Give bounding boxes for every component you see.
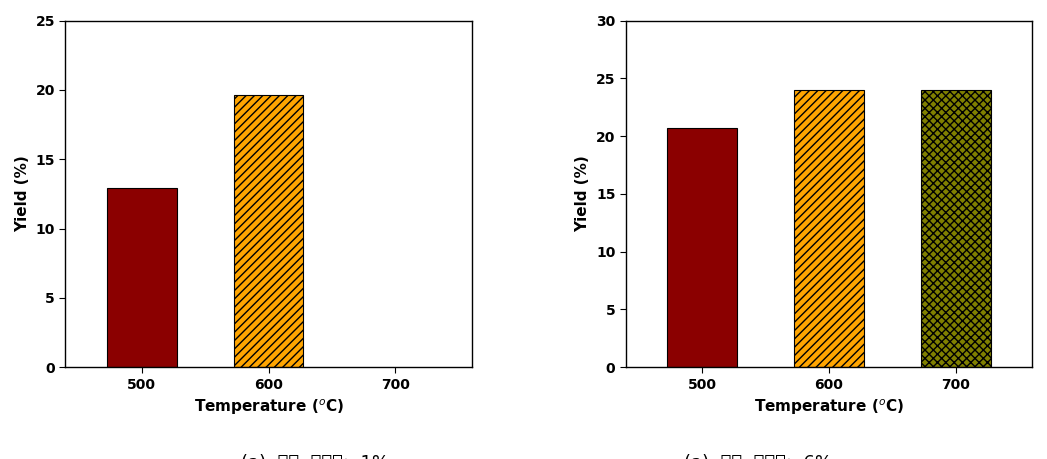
X-axis label: Temperature ($^o$C): Temperature ($^o$C)	[194, 397, 343, 417]
Bar	[794, 90, 864, 367]
Text: (a)  원료  함수율:  6%: (a) 원료 함수율: 6%	[684, 454, 832, 459]
Bar	[233, 95, 304, 367]
Bar	[667, 128, 737, 367]
Y-axis label: Yield (%): Yield (%)	[15, 156, 30, 232]
Bar	[107, 188, 177, 367]
Y-axis label: Yield (%): Yield (%)	[576, 156, 591, 232]
X-axis label: Temperature ($^o$C): Temperature ($^o$C)	[754, 397, 904, 417]
Bar	[921, 90, 990, 367]
Text: (a)  원료  함수율:  1%: (a) 원료 함수율: 1%	[241, 454, 389, 459]
